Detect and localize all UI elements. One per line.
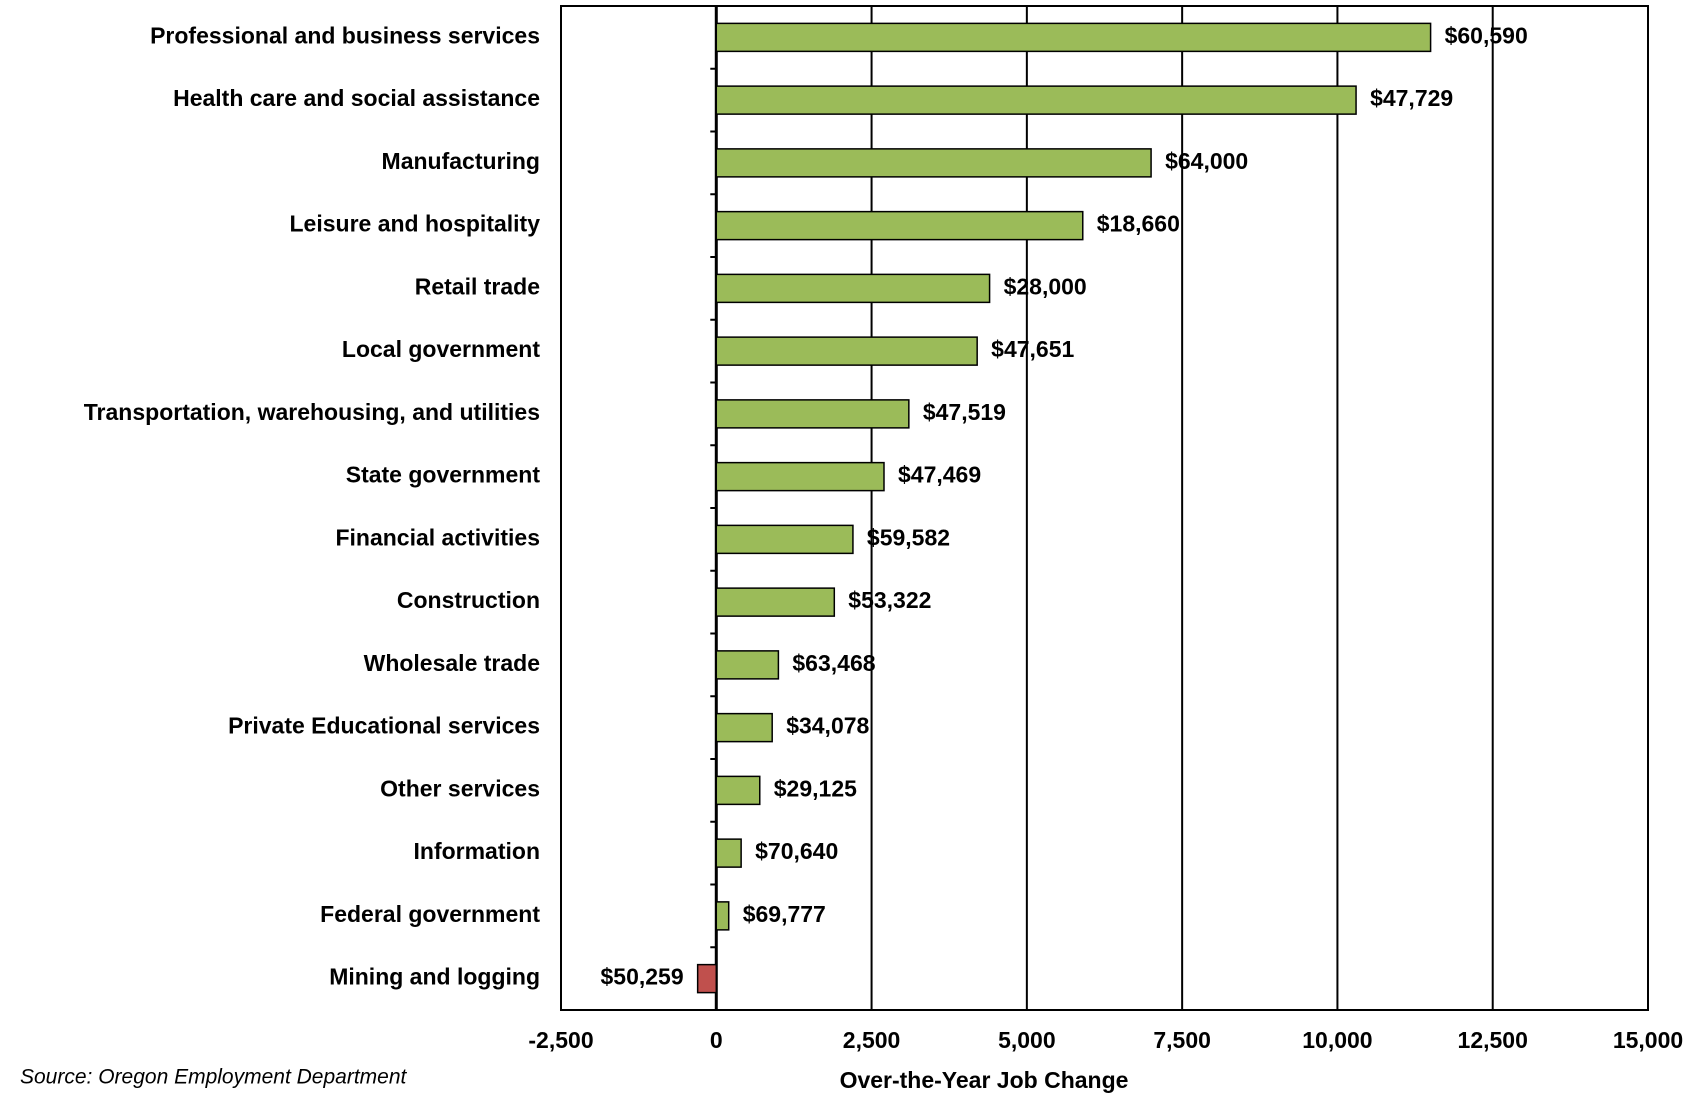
x-tick-label: 0: [710, 1027, 723, 1053]
bar: [715, 336, 978, 366]
x-tick-label: 7,500: [1153, 1027, 1211, 1053]
y-tick-label: Manufacturing: [382, 148, 540, 174]
data-label: $28,000: [1004, 273, 1087, 299]
data-label: $70,640: [755, 838, 838, 864]
bar: [715, 775, 761, 806]
x-tick-label: 10,000: [1302, 1027, 1372, 1053]
x-tick-label: -2,500: [528, 1027, 593, 1053]
data-label: $29,125: [774, 775, 857, 801]
source-note: Source: Oregon Employment Department: [20, 1066, 408, 1089]
bar: [715, 838, 742, 868]
bar: [715, 587, 836, 617]
data-label: $34,078: [786, 713, 869, 739]
bar: [715, 712, 773, 743]
x-axis-title: Over-the-Year Job Change: [840, 1067, 1129, 1093]
data-label: $47,651: [991, 336, 1074, 362]
data-label: $64,000: [1165, 148, 1248, 174]
data-label: $69,777: [743, 901, 826, 927]
data-label: $59,582: [867, 524, 950, 550]
data-label: $50,259: [601, 964, 684, 990]
y-tick-label: Information: [414, 838, 541, 864]
y-tick-label: Retail trade: [415, 273, 540, 299]
x-tick-label: 12,500: [1458, 1027, 1528, 1053]
data-label: $47,729: [1370, 85, 1453, 111]
y-tick-label: Wholesale trade: [364, 650, 540, 676]
bar: [715, 148, 1152, 178]
y-tick-label: Federal government: [320, 901, 540, 927]
data-label: $47,519: [923, 399, 1006, 425]
y-tick-label: Financial activities: [335, 524, 540, 550]
y-tick-label: Private Educational services: [228, 713, 540, 739]
bar: [696, 963, 718, 994]
bar: [715, 22, 1432, 53]
data-label: $53,322: [848, 587, 931, 613]
bar: [715, 524, 854, 555]
bar: [715, 210, 1084, 241]
x-tick-label: 15,000: [1613, 1027, 1683, 1053]
y-tick-label: Mining and logging: [329, 964, 540, 990]
data-label: $47,469: [898, 462, 981, 488]
y-tick-label: Professional and business services: [150, 22, 540, 48]
y-tick-label: Construction: [397, 587, 540, 613]
x-tick-label: 5,000: [998, 1027, 1056, 1053]
x-tick-label: 2,500: [843, 1027, 901, 1053]
y-tick-label: Leisure and hospitality: [290, 211, 541, 237]
bar: [715, 85, 1357, 115]
bar: [715, 461, 885, 492]
y-tick-label: Transportation, warehousing, and utiliti…: [84, 399, 540, 425]
bar: [715, 650, 780, 680]
bar: [715, 901, 730, 931]
data-label: $18,660: [1097, 211, 1180, 237]
bar: [715, 399, 910, 429]
y-tick-label: State government: [346, 462, 541, 488]
y-tick-label: Local government: [342, 336, 540, 362]
data-label: $63,468: [792, 650, 875, 676]
y-tick-label: Other services: [380, 775, 540, 801]
data-label: $60,590: [1445, 22, 1528, 48]
y-tick-label: Health care and social assistance: [173, 85, 540, 111]
bar: [715, 273, 991, 304]
